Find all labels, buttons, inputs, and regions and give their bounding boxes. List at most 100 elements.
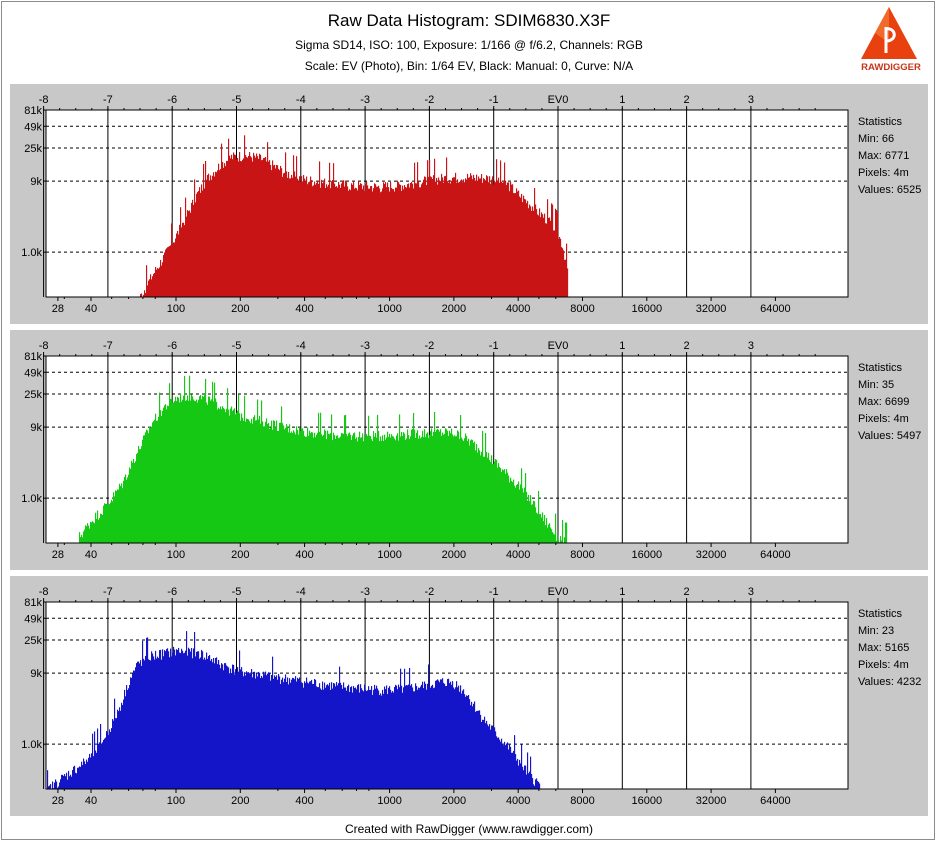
histogram-bar bbox=[280, 165, 282, 297]
histogram-bar bbox=[279, 676, 281, 789]
histogram-bar bbox=[373, 188, 375, 297]
histogram-bar bbox=[382, 188, 384, 297]
histogram-bar bbox=[137, 661, 139, 789]
histogram-bar bbox=[362, 189, 364, 297]
histogram-bar bbox=[166, 409, 168, 543]
histogram-bar bbox=[363, 441, 365, 543]
histogram-bar bbox=[212, 175, 214, 297]
histogram-bar bbox=[372, 694, 374, 789]
top-axis-label: -1 bbox=[489, 340, 499, 352]
blue-statistics: Statistics Min: 23 Max: 5165 Pixels: 4m … bbox=[858, 606, 921, 691]
histogram-bar bbox=[126, 479, 128, 543]
histogram-bar bbox=[330, 433, 332, 543]
histogram-bar bbox=[500, 741, 502, 789]
histogram-bar bbox=[207, 404, 209, 543]
histogram-bar bbox=[389, 191, 391, 297]
histogram-bar bbox=[199, 396, 201, 543]
histogram-bar bbox=[358, 437, 360, 543]
histogram-bar bbox=[455, 687, 457, 789]
top-axis-label: -2 bbox=[425, 340, 435, 352]
histogram-bar bbox=[130, 468, 132, 543]
bottom-axis-label: 4000 bbox=[506, 795, 530, 807]
histogram-bar bbox=[343, 433, 345, 543]
histogram-bar bbox=[143, 658, 145, 789]
histogram-bar bbox=[437, 184, 439, 297]
histogram-bar bbox=[252, 423, 254, 543]
histogram-bar bbox=[141, 446, 143, 543]
histogram-bar bbox=[204, 188, 206, 297]
histogram-bar bbox=[533, 500, 535, 543]
histogram-bar bbox=[157, 656, 159, 789]
histogram-bar bbox=[316, 686, 318, 789]
histogram-bar bbox=[515, 754, 517, 789]
histogram-bar bbox=[529, 204, 531, 297]
histogram-bar bbox=[439, 682, 441, 789]
chart-title: Raw Data Histogram: SDIM6830.X3F bbox=[327, 11, 611, 30]
histogram-bar bbox=[213, 401, 215, 543]
histogram-bar bbox=[537, 513, 539, 543]
histogram-bar bbox=[425, 683, 427, 789]
histogram-bar bbox=[92, 733, 94, 789]
histogram-bar bbox=[410, 685, 412, 789]
histogram-bar bbox=[182, 222, 184, 297]
histogram-bar bbox=[365, 438, 367, 543]
histogram-bar bbox=[254, 671, 256, 789]
histogram-bar bbox=[351, 686, 353, 789]
histogram-bar bbox=[311, 432, 313, 543]
histogram-bar bbox=[454, 435, 456, 543]
histogram-bar bbox=[269, 160, 271, 297]
stat-max: Max: 6699 bbox=[858, 396, 910, 408]
histogram-bar bbox=[199, 658, 201, 789]
statistics-label: Statistics bbox=[858, 608, 903, 620]
histogram-bar bbox=[499, 182, 501, 297]
histogram-bar bbox=[116, 490, 118, 543]
histogram-bar bbox=[369, 188, 371, 297]
histogram-bar bbox=[155, 650, 157, 789]
histogram-bar bbox=[332, 180, 334, 297]
histogram-bar bbox=[146, 637, 148, 789]
histogram-bar bbox=[264, 674, 266, 789]
histogram-bar bbox=[383, 441, 385, 543]
histogram-bar bbox=[536, 512, 538, 543]
histogram-bar bbox=[113, 720, 115, 789]
histogram-bar bbox=[338, 438, 340, 543]
histogram-bar bbox=[536, 778, 538, 789]
histogram-bar bbox=[67, 779, 69, 789]
histogram-bar bbox=[254, 155, 256, 297]
histogram-bar bbox=[465, 178, 467, 297]
histogram-bar bbox=[380, 192, 382, 297]
histogram-bar bbox=[73, 766, 75, 789]
top-axis-label: -6 bbox=[167, 94, 177, 106]
histogram-bar bbox=[320, 412, 322, 543]
histogram-bar bbox=[345, 180, 347, 297]
histogram-bar bbox=[341, 183, 343, 297]
histogram-bar bbox=[253, 671, 255, 789]
histogram-bar bbox=[439, 431, 441, 543]
histogram-bar bbox=[410, 182, 412, 297]
histogram-bar bbox=[287, 177, 289, 297]
histogram-bar bbox=[554, 230, 556, 297]
histogram-bar bbox=[297, 429, 299, 543]
histogram-bar bbox=[362, 690, 364, 789]
histogram-bar bbox=[323, 434, 325, 543]
histogram-bar bbox=[296, 156, 298, 297]
histogram-bar bbox=[444, 176, 446, 297]
histogram-bar bbox=[147, 430, 149, 543]
histogram-bar bbox=[537, 214, 539, 297]
plot-border bbox=[45, 601, 849, 790]
histogram-bar bbox=[564, 537, 566, 543]
stat-min: Min: 35 bbox=[858, 379, 895, 391]
stat-values: Values: 5497 bbox=[858, 430, 922, 442]
histogram-bar bbox=[280, 684, 282, 789]
histogram-bar bbox=[247, 157, 249, 297]
histogram-bar bbox=[273, 420, 275, 543]
histogram-bar bbox=[160, 259, 162, 297]
histogram-bar bbox=[283, 425, 285, 543]
histogram-bar bbox=[344, 186, 346, 297]
histogram-bar bbox=[510, 746, 512, 789]
histogram-bar bbox=[370, 689, 372, 789]
histogram-bar bbox=[313, 185, 315, 297]
histogram-bar bbox=[238, 671, 240, 789]
histogram-bar bbox=[449, 430, 451, 543]
histogram-bar bbox=[270, 427, 272, 543]
